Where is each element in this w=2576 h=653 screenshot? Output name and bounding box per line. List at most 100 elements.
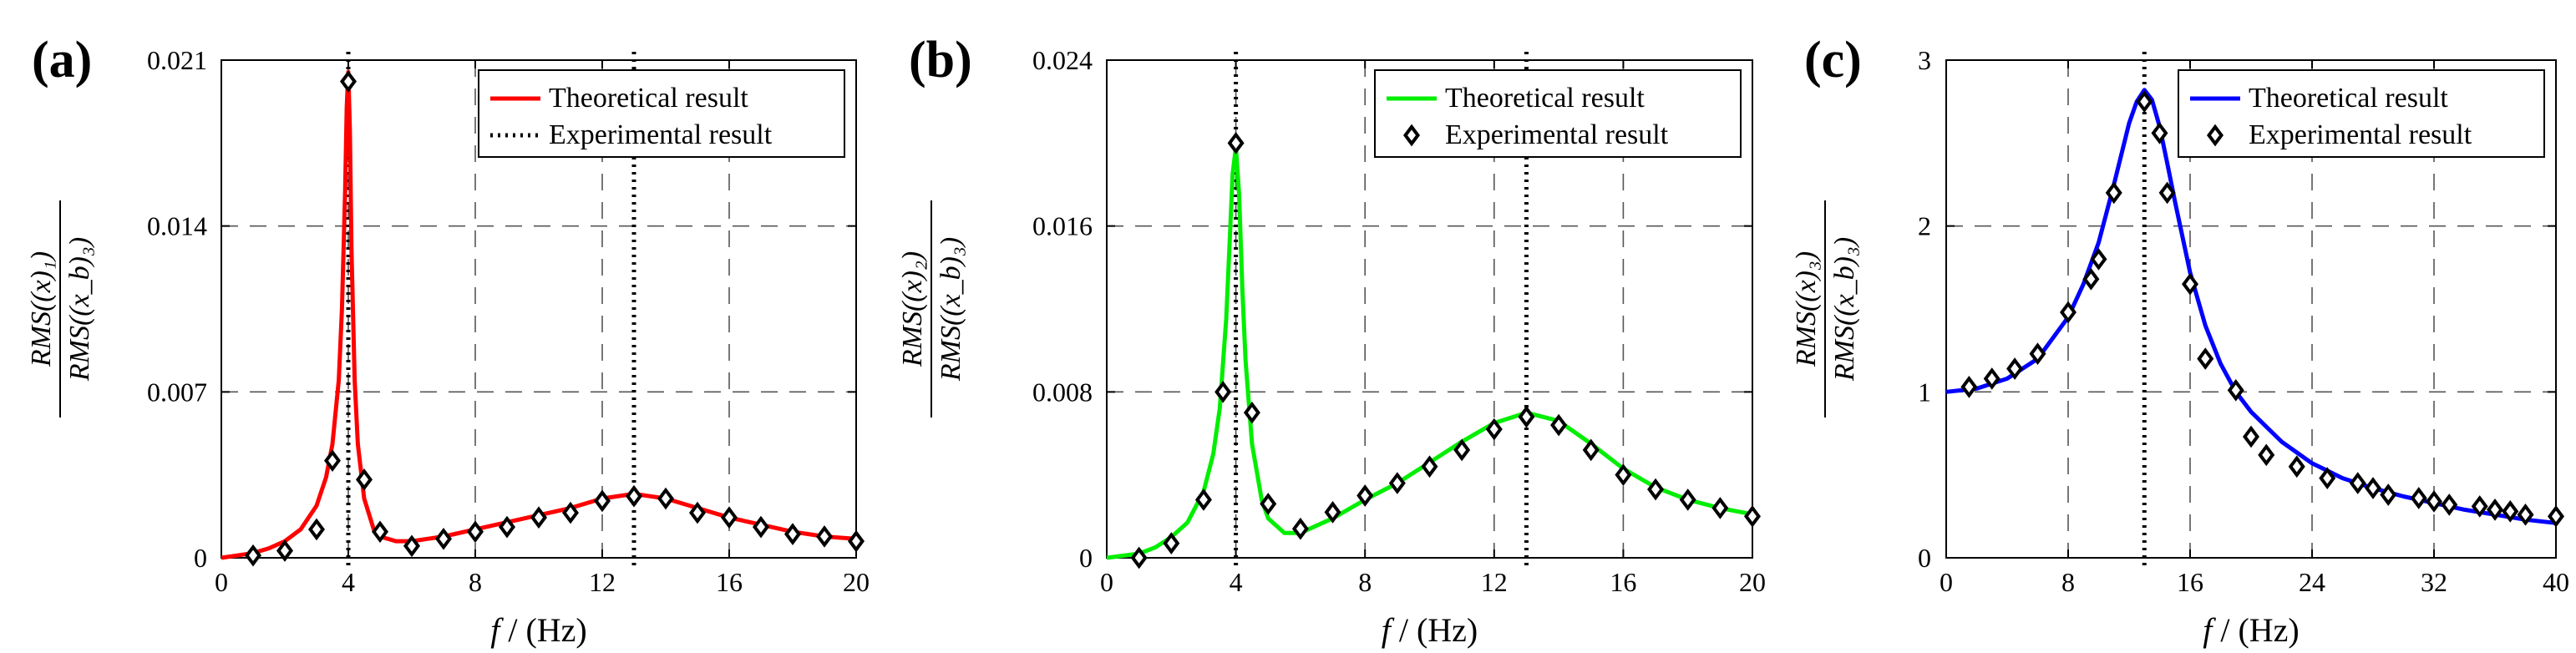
y-label-numerator: RMS((x)₂) <box>897 251 928 367</box>
x-tick-label: 8 <box>2061 567 2075 597</box>
experimental-point <box>2227 379 2244 402</box>
panel-b: (b) 0 4 8 12 16 20 0 0.008 0.016 0.024 f / (Hz) RMS(… <box>897 32 1766 649</box>
x-tick-label: 32 <box>2421 567 2447 597</box>
x-tick-label: 12 <box>589 567 616 597</box>
experimental-point <box>2471 495 2488 518</box>
experimental-point <box>1744 504 1761 528</box>
experimental-point <box>626 484 642 508</box>
experimental-point <box>2006 357 2024 380</box>
y-tick-label: 1 <box>1918 377 1931 407</box>
experimental-point <box>816 525 833 548</box>
y-tick-label: 3 <box>1918 45 1931 75</box>
x-tick-label: 40 <box>2543 567 2569 597</box>
experimental-point <box>1130 546 1148 569</box>
axes-box <box>221 59 857 559</box>
legend-label-experimental: Experimental result <box>549 119 773 150</box>
panel-a: (a) 0 4 8 12 16 20 0 0.007 0.014 0.021 f / (Hz) RMS(… <box>26 32 870 649</box>
experimental-point <box>2502 500 2519 523</box>
experimental-point <box>1214 381 1232 403</box>
experimental-point <box>2441 494 2458 516</box>
axes-box <box>1945 59 2557 559</box>
legend-label-theoretical: Theoretical result <box>2249 83 2448 114</box>
x-tick-label: 8 <box>1358 567 1372 597</box>
legend-box <box>2178 69 2545 158</box>
experimental-point <box>372 520 388 544</box>
x-axis-unit: / (Hz) <box>1391 611 1478 649</box>
y-label-denominator: RMS((x_b)₃) <box>1829 237 1860 382</box>
y-axis-label: RMS((x)₃) RMS((x_b)₃) <box>1791 200 1860 418</box>
experimental-point <box>2487 499 2503 521</box>
x-axis-label: f / (Hz) <box>1382 611 1478 649</box>
legend-label-experimental: Experimental result <box>1445 119 1669 150</box>
experimental-point <box>276 539 293 562</box>
experimental-point <box>1243 401 1260 424</box>
experimental-point <box>1453 438 1471 462</box>
y-tick-label: 0.014 <box>147 211 207 241</box>
experimental-point <box>356 468 373 491</box>
experimental-point <box>1485 418 1503 441</box>
y-tick-label: 0.008 <box>1032 377 1093 407</box>
experimental-point <box>2029 342 2046 365</box>
legend-box <box>1374 69 1742 158</box>
x-axis-label: f / (Hz) <box>2203 611 2300 649</box>
experimental-point <box>562 501 579 524</box>
experimental-point <box>2380 483 2397 506</box>
experimental-point <box>594 489 611 513</box>
y-tick-label: 0.021 <box>147 45 207 75</box>
experimental-point <box>1518 405 1535 428</box>
y-tick-label: 0.007 <box>147 377 207 407</box>
panel-label: (c) <box>1804 32 1862 89</box>
x-axis-unit: / (Hz) <box>499 611 586 649</box>
y-tick-label: 0 <box>1918 543 1931 573</box>
experimental-point <box>1960 376 1978 398</box>
x-tick-label: 8 <box>469 567 482 597</box>
legend-label-theoretical: Theoretical result <box>1445 83 1645 114</box>
experimental-point <box>848 529 865 553</box>
experimental-point <box>2288 455 2305 478</box>
experimental-point <box>689 501 706 524</box>
theoretical-curve <box>1945 88 2557 525</box>
experimental-point <box>2548 504 2564 528</box>
legend-label-theoretical: Theoretical result <box>549 83 748 114</box>
experimental-point <box>403 534 420 558</box>
experimental-point <box>2060 301 2077 324</box>
experimental-point <box>2105 181 2122 205</box>
y-tick-label: 0 <box>1079 543 1093 573</box>
x-tick-label: 20 <box>1739 567 1766 597</box>
x-tick-label: 0 <box>1100 567 1113 597</box>
x-tick-label: 0 <box>1940 567 1953 597</box>
experimental-point <box>2082 267 2100 291</box>
experimental-point <box>1582 438 1600 462</box>
experimental-point <box>721 506 738 529</box>
x-tick-label: 16 <box>1610 567 1636 597</box>
y-label-numerator: RMS((x)₁) <box>26 251 57 367</box>
y-label-denominator: RMS((x_b)₃) <box>936 237 966 382</box>
legend-label-experimental: Experimental result <box>2249 119 2472 150</box>
panel-c: (c) 0 8 16 24 32 40 0 1 2 3 f / (Hz) RMS((x)₃) RMS((x… <box>1791 32 2569 649</box>
y-axis-label: RMS((x)₂) RMS((x_b)₃) <box>897 200 966 418</box>
experimental-point <box>2151 122 2168 144</box>
x-tick-label: 4 <box>1230 567 1243 597</box>
experimental-point <box>245 544 261 567</box>
experimental-point <box>1163 532 1180 554</box>
x-tick-label: 12 <box>1481 567 1508 597</box>
experimental-point <box>324 449 341 472</box>
experimental-point <box>1550 413 1568 437</box>
x-axis-unit: / (Hz) <box>2212 611 2299 649</box>
experimental-point <box>2136 90 2153 114</box>
experimental-point <box>499 515 515 539</box>
y-tick-label: 0.024 <box>1032 45 1093 75</box>
experimental-point <box>1388 472 1406 494</box>
experimental-point <box>2349 472 2366 494</box>
experimental-point <box>2158 181 2176 205</box>
x-tick-label: 4 <box>342 567 355 597</box>
experimental-point <box>1194 488 1212 511</box>
experimental-point <box>1647 478 1665 501</box>
experimental-point <box>1260 493 1277 515</box>
x-tick-label: 16 <box>716 567 743 597</box>
experimental-point <box>1324 501 1341 524</box>
experimental-point <box>530 506 547 529</box>
experimental-point <box>1291 517 1309 540</box>
experimental-point <box>2197 347 2214 370</box>
